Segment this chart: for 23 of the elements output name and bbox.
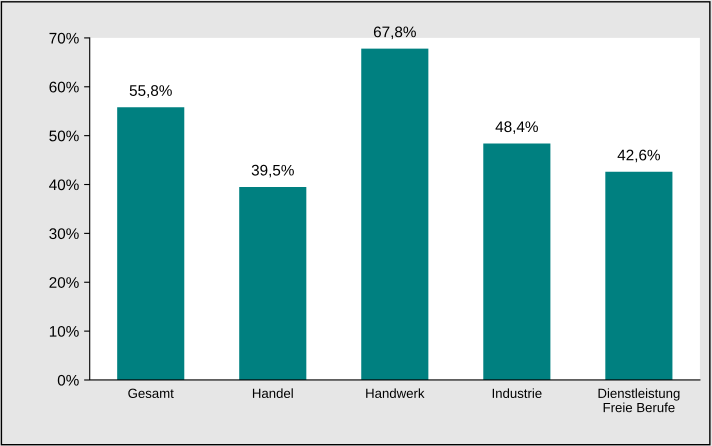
y-tick-label: 10%: [50, 326, 79, 337]
x-tick-label: Dienstleistung Freie Berufe: [598, 388, 680, 412]
y-tick-label: 70%: [50, 32, 79, 44]
y-tick-label: 40%: [49, 179, 79, 190]
y-tick-label: 0%: [58, 374, 79, 386]
bar: [605, 172, 672, 380]
data-label: 48,4%: [496, 121, 538, 134]
y-tick-label: 20%: [49, 277, 79, 288]
bar: [239, 186, 306, 380]
data-label: 55,8%: [130, 85, 172, 98]
x-tick-label: Handel: [252, 388, 293, 398]
y-tick-label: 60%: [49, 82, 79, 92]
y-tick-label: 30%: [49, 228, 79, 240]
x-tick-label: Gesamt: [128, 388, 174, 398]
bar: [117, 107, 184, 380]
data-label: 42,6%: [618, 150, 660, 162]
data-label: 39,5%: [252, 164, 294, 178]
data-label: 67,8%: [374, 26, 416, 40]
y-tick-label: 50%: [49, 130, 79, 142]
x-tick-label: Industrie: [492, 388, 542, 398]
bar: [483, 143, 550, 380]
x-tick-label: Handwerk: [366, 388, 425, 398]
bar: [361, 48, 428, 380]
